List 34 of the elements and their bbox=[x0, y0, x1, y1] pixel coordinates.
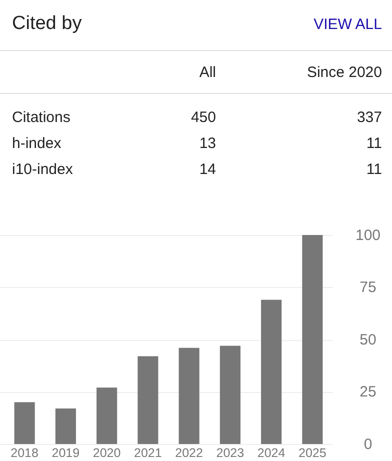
bar bbox=[302, 235, 323, 444]
category-label: i10-index bbox=[12, 161, 74, 178]
bar bbox=[261, 300, 282, 444]
x-tick-label: 2020 bbox=[92, 446, 121, 460]
bar bbox=[96, 388, 118, 444]
y-tick-label: 50 bbox=[360, 331, 376, 348]
x-tick-label: 2023 bbox=[216, 446, 244, 460]
bar bbox=[220, 346, 240, 444]
bar bbox=[178, 348, 200, 444]
data-label: 13 bbox=[199, 135, 216, 152]
y-tick-label: 25 bbox=[360, 384, 376, 401]
bar bbox=[14, 402, 35, 444]
x-tick-label: 2021 bbox=[134, 446, 162, 460]
y-tick-label: 100 bbox=[355, 226, 381, 244]
category-label: Citations bbox=[12, 109, 70, 126]
legend-label: Since 2020 bbox=[306, 64, 382, 81]
x-tick-label: 2025 bbox=[298, 446, 326, 460]
y-tick-label: 0 bbox=[364, 436, 372, 453]
bar bbox=[138, 356, 158, 444]
data-label: 11 bbox=[366, 135, 382, 152]
x-tick-label: 2022 bbox=[175, 446, 204, 460]
data-label: 11 bbox=[366, 161, 382, 178]
text: Cited by bbox=[12, 13, 82, 34]
x-tick-label: 2024 bbox=[257, 446, 286, 460]
data-label: 14 bbox=[199, 161, 216, 178]
text: VIEW ALL bbox=[314, 16, 382, 33]
x-tick-label: 2019 bbox=[52, 446, 80, 460]
x-tick-label: 2018 bbox=[10, 446, 39, 460]
category-label: h-index bbox=[12, 135, 62, 152]
data-label: 337 bbox=[356, 109, 382, 126]
bar bbox=[55, 408, 76, 444]
data-label: 450 bbox=[190, 109, 216, 126]
legend-label: All bbox=[199, 64, 216, 81]
y-tick-label: 75 bbox=[360, 279, 376, 296]
